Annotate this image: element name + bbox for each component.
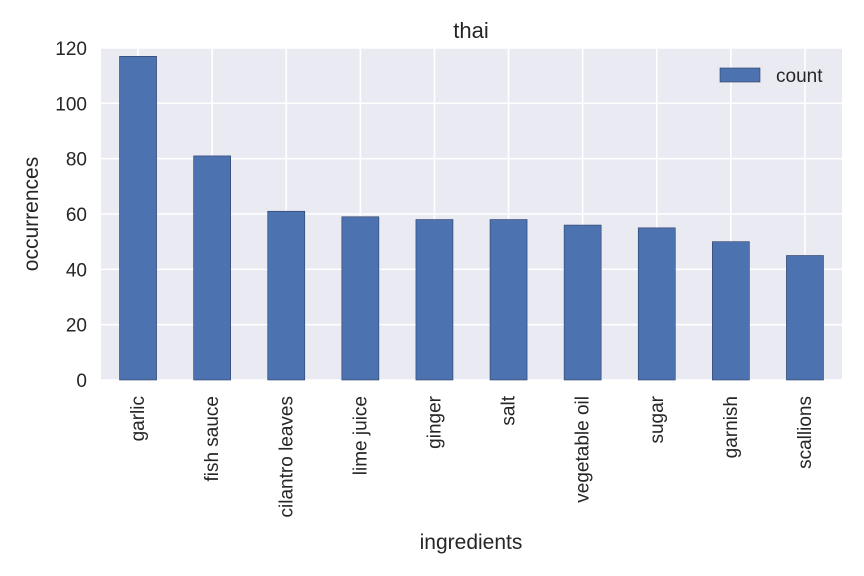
bar-vegetable-oil xyxy=(563,224,602,381)
legend-label: count xyxy=(776,66,823,87)
y-tick-label: 100 xyxy=(55,94,87,115)
bar-cilantro-leaves xyxy=(267,210,306,381)
y-axis-label: occurrences xyxy=(20,157,43,271)
chart-title: thai xyxy=(453,18,488,43)
legend: count xyxy=(719,66,823,87)
legend-swatch xyxy=(719,67,761,83)
bar-sugar xyxy=(637,227,676,381)
bar-lime-juice xyxy=(341,216,380,381)
x-tick-label: garlic xyxy=(128,396,149,441)
x-tick-label: garnish xyxy=(721,396,742,458)
y-tick-label: 120 xyxy=(55,39,87,60)
bar-garlic xyxy=(119,55,157,381)
bar-salt xyxy=(489,219,528,381)
y-tick-label: 20 xyxy=(66,316,87,337)
y-tick-label: 40 xyxy=(66,260,87,281)
y-tick-label: 80 xyxy=(66,150,87,171)
bars xyxy=(119,55,824,381)
bar-garnish xyxy=(712,241,750,381)
x-tick-label: sugar xyxy=(647,395,668,443)
x-tick-label: ginger xyxy=(424,395,445,448)
x-axis-label: ingredients xyxy=(420,531,523,554)
x-tick-label: salt xyxy=(499,395,520,425)
bar-fish-sauce xyxy=(193,155,231,381)
y-tick-label: 0 xyxy=(76,371,87,392)
bar-scallions xyxy=(786,255,824,381)
x-tick-label: lime juice xyxy=(350,396,371,475)
y-tick-label: 60 xyxy=(66,205,87,226)
x-tick-label: scallions xyxy=(795,396,816,469)
bar-ginger xyxy=(415,219,454,381)
x-tick-labels: garlic fish sauce cilantro leaves lime juic… xyxy=(128,395,816,517)
x-tick-label: vegetable oil xyxy=(573,396,594,503)
x-tick-label: cilantro leaves xyxy=(276,396,297,517)
y-tick-labels: 0 20 40 60 80 100 120 xyxy=(55,39,87,392)
x-tick-label: fish sauce xyxy=(202,396,223,482)
